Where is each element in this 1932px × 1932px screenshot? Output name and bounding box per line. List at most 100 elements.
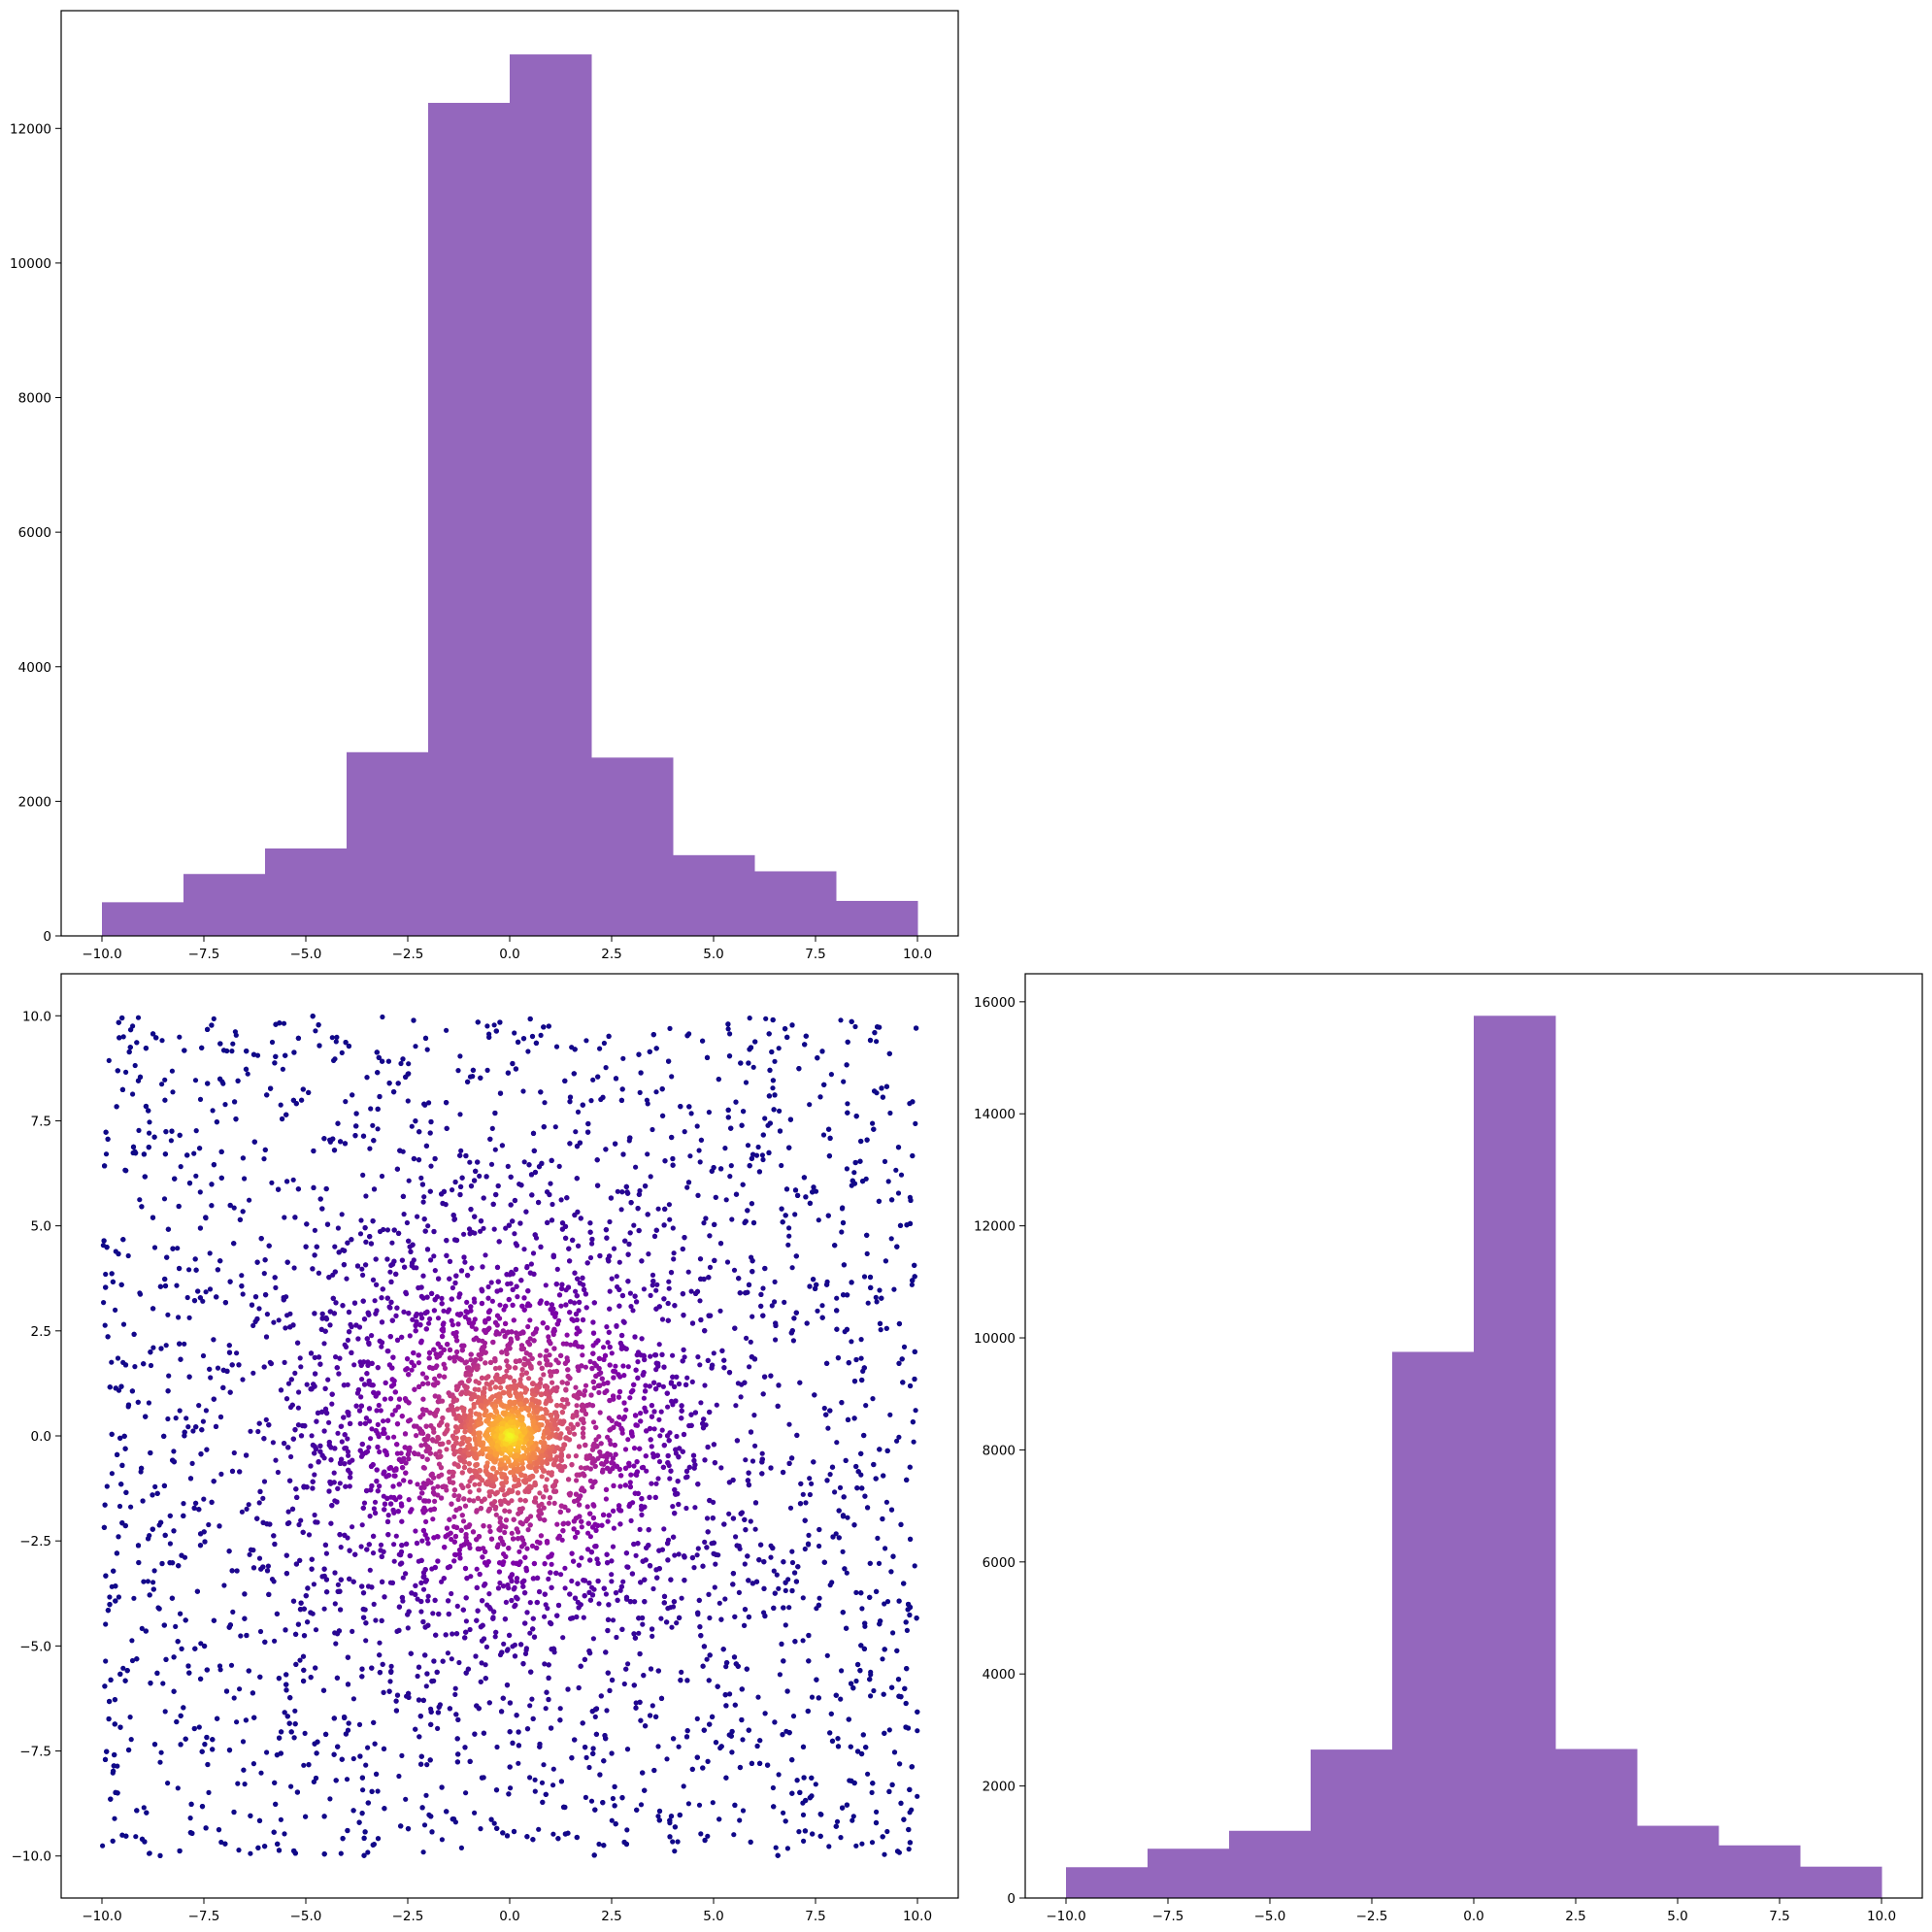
scatter-point bbox=[396, 1604, 402, 1610]
scatter-point bbox=[912, 1274, 917, 1280]
scatter-point bbox=[321, 1341, 327, 1347]
scatter-point bbox=[814, 1606, 819, 1612]
scatter-point bbox=[103, 1271, 109, 1278]
x-tick-label: 10.0 bbox=[903, 947, 932, 962]
scatter-point bbox=[782, 1299, 787, 1305]
scatter-point bbox=[276, 1676, 282, 1682]
scatter-point bbox=[456, 1659, 462, 1666]
histogram-bar bbox=[836, 900, 918, 936]
scatter-point bbox=[168, 1138, 174, 1144]
y-tick-label: 12000 bbox=[10, 121, 51, 137]
scatter-point bbox=[215, 1365, 221, 1371]
scatter-point bbox=[550, 1201, 555, 1208]
scatter-point bbox=[909, 1282, 916, 1287]
scatter-point bbox=[840, 1219, 847, 1226]
scatter-point bbox=[486, 1700, 492, 1706]
scatter-point bbox=[758, 1291, 764, 1297]
scatter-point bbox=[393, 1698, 399, 1704]
scatter-point bbox=[828, 1072, 835, 1078]
scatter-point bbox=[695, 1482, 701, 1487]
scatter-point bbox=[685, 1801, 692, 1807]
scatter-point bbox=[726, 1511, 732, 1516]
scatter-point bbox=[243, 1717, 249, 1723]
scatter-point bbox=[507, 1632, 513, 1638]
scatter-point bbox=[745, 1478, 751, 1483]
scatter-point bbox=[495, 1183, 501, 1189]
scatter-point bbox=[763, 1016, 769, 1021]
scatter-point bbox=[900, 1380, 906, 1385]
scatter-point bbox=[590, 1077, 596, 1083]
scatter-point bbox=[112, 1697, 117, 1703]
scatter-point bbox=[695, 1354, 701, 1360]
scatter-point bbox=[800, 1595, 806, 1601]
scatter-point bbox=[359, 1266, 365, 1272]
scatter-point bbox=[377, 1093, 383, 1100]
scatter-point bbox=[731, 1267, 738, 1273]
scatter-point bbox=[143, 1414, 149, 1419]
scatter-point bbox=[146, 1145, 151, 1150]
scatter-point bbox=[110, 1279, 116, 1284]
scatter-point bbox=[339, 1049, 345, 1055]
scatter-point bbox=[765, 1762, 771, 1768]
scatter-point bbox=[321, 1455, 327, 1461]
scatter-point bbox=[493, 1629, 499, 1635]
scatter-point bbox=[705, 1758, 711, 1764]
scatter-point bbox=[134, 1040, 140, 1046]
scatter-point bbox=[732, 1702, 738, 1708]
scatter-point bbox=[814, 1282, 819, 1287]
scatter-point bbox=[280, 1066, 285, 1072]
scatter-point bbox=[306, 1762, 312, 1768]
scatter-point bbox=[167, 1541, 173, 1547]
scatter-point bbox=[400, 1056, 406, 1062]
scatter-point bbox=[204, 1667, 210, 1673]
scatter-point bbox=[817, 1094, 823, 1100]
scatter-point bbox=[380, 1058, 385, 1064]
scatter-point bbox=[665, 1317, 671, 1323]
scatter-point bbox=[786, 1605, 792, 1611]
scatter-point bbox=[640, 1770, 646, 1776]
scatter-point bbox=[175, 1246, 181, 1251]
scatter-point bbox=[159, 1560, 165, 1567]
scatter-point bbox=[428, 1163, 434, 1169]
scatter-point bbox=[524, 1726, 531, 1732]
scatter-point bbox=[578, 1216, 583, 1221]
scatter-point bbox=[220, 1384, 226, 1390]
scatter-point bbox=[500, 1830, 506, 1836]
scatter-point bbox=[264, 1312, 270, 1317]
scatter-point bbox=[363, 1620, 369, 1626]
scatter-point bbox=[707, 1721, 713, 1727]
scatter-point bbox=[621, 1839, 627, 1846]
scatter-point bbox=[169, 1595, 175, 1601]
scatter-point bbox=[418, 1609, 424, 1615]
scatter-point bbox=[786, 1225, 792, 1231]
scatter-point bbox=[633, 1705, 639, 1711]
scatter-point bbox=[573, 1129, 579, 1135]
scatter-point bbox=[444, 1238, 450, 1244]
scatter-point bbox=[492, 1110, 498, 1116]
scatter-point bbox=[839, 1229, 845, 1235]
scatter-point bbox=[250, 1370, 256, 1376]
scatter-point bbox=[653, 1046, 659, 1051]
scatter-point bbox=[326, 1488, 332, 1494]
scatter-point bbox=[666, 1058, 672, 1064]
scatter-point bbox=[829, 1464, 836, 1470]
scatter-point bbox=[834, 1440, 840, 1446]
scatter-point bbox=[150, 1215, 156, 1220]
scatter-point bbox=[489, 1125, 495, 1131]
scatter-point bbox=[882, 1851, 887, 1857]
scatter-point bbox=[888, 1507, 895, 1513]
scatter-point bbox=[827, 1472, 833, 1478]
scatter-point bbox=[283, 1627, 288, 1633]
scatter-point bbox=[825, 1213, 831, 1218]
scatter-point bbox=[603, 1147, 609, 1152]
scatter-point bbox=[672, 1849, 678, 1854]
scatter-point bbox=[795, 1564, 801, 1570]
scatter-point bbox=[171, 1449, 177, 1454]
scatter-point bbox=[844, 1802, 850, 1808]
scatter-point bbox=[345, 1682, 351, 1687]
scatter-point bbox=[300, 1086, 306, 1092]
scatter-point bbox=[137, 1197, 143, 1203]
scatter-point bbox=[338, 1139, 344, 1145]
scatter-point bbox=[380, 1661, 385, 1667]
scatter-point bbox=[859, 1750, 865, 1757]
